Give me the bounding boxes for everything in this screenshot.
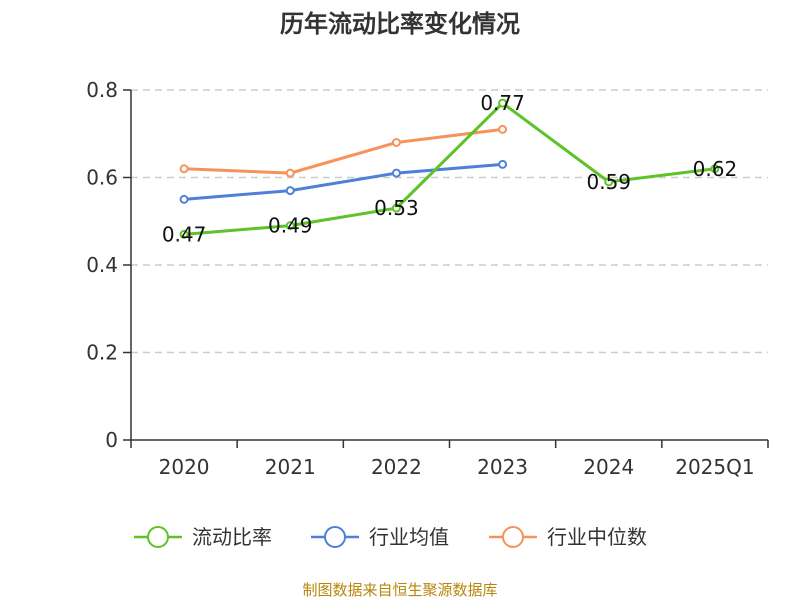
data-point	[179, 194, 189, 204]
data-point	[391, 138, 401, 147]
data-point	[391, 203, 401, 213]
legend-item-1[interactable]: 行业均值	[311, 525, 449, 549]
x-tick-label: 2025Q1	[675, 455, 754, 479]
data-point	[391, 168, 401, 178]
legend-marker-icon	[324, 526, 346, 548]
data-point	[285, 168, 295, 178]
axes: 0 0.2 0.4 0.6 0.8 2020 2021 2022 2023 2024 2025Q1	[86, 78, 769, 479]
legend-item-0[interactable]: 流动比率	[134, 525, 272, 549]
data-point	[285, 221, 295, 231]
x-tick-label: 2021	[265, 455, 316, 479]
legend[interactable]: 流动比率 行业均值 行业中位数	[134, 525, 647, 549]
legend-marker-icon	[147, 526, 169, 548]
data-point	[179, 164, 189, 174]
x-tick-label: 2024	[583, 455, 634, 479]
legend-label: 行业均值	[369, 525, 449, 549]
legend-label: 行业中位数	[547, 525, 647, 549]
legend-marker-icon	[502, 526, 524, 548]
series-layer	[179, 98, 720, 239]
y-tick-label: 0.8	[86, 78, 118, 102]
legend-item-2[interactable]: 行业中位数	[489, 525, 647, 549]
data-label: 0.59	[586, 170, 631, 194]
x-tick-label: 2020	[159, 455, 210, 479]
series-line-1	[183, 162, 503, 201]
data-label: 0.77	[480, 91, 525, 115]
y-tick-label: 0	[105, 428, 118, 452]
chart-title: 历年流动比率变化情况	[280, 10, 520, 38]
source-note: 制图数据来自恒生聚源数据库	[302, 581, 497, 599]
legend-label: 流动比率	[192, 525, 272, 549]
data-point	[710, 164, 720, 174]
data-point	[604, 177, 614, 187]
y-tick-label: 0.4	[86, 253, 118, 277]
x-tick-label: 2022	[371, 455, 422, 479]
data-point	[498, 159, 508, 169]
data-point	[498, 98, 508, 108]
x-tick-label: 2023	[477, 455, 528, 479]
data-label: 0.53	[374, 196, 419, 220]
data-point	[285, 186, 295, 196]
series-line-2	[184, 127, 503, 175]
data-label: 0.62	[693, 157, 738, 181]
data-labels: 0.47 0.49 0.53 0.77 0.59 0.62	[162, 91, 737, 246]
series-line-0	[183, 101, 716, 236]
grid-lines	[131, 89, 768, 354]
data-point	[498, 124, 508, 134]
y-tick-label: 0.2	[86, 341, 118, 365]
data-label: 0.47	[162, 222, 207, 246]
data-label: 0.49	[268, 214, 313, 238]
y-tick-label: 0.6	[86, 166, 118, 190]
data-point	[179, 229, 189, 239]
